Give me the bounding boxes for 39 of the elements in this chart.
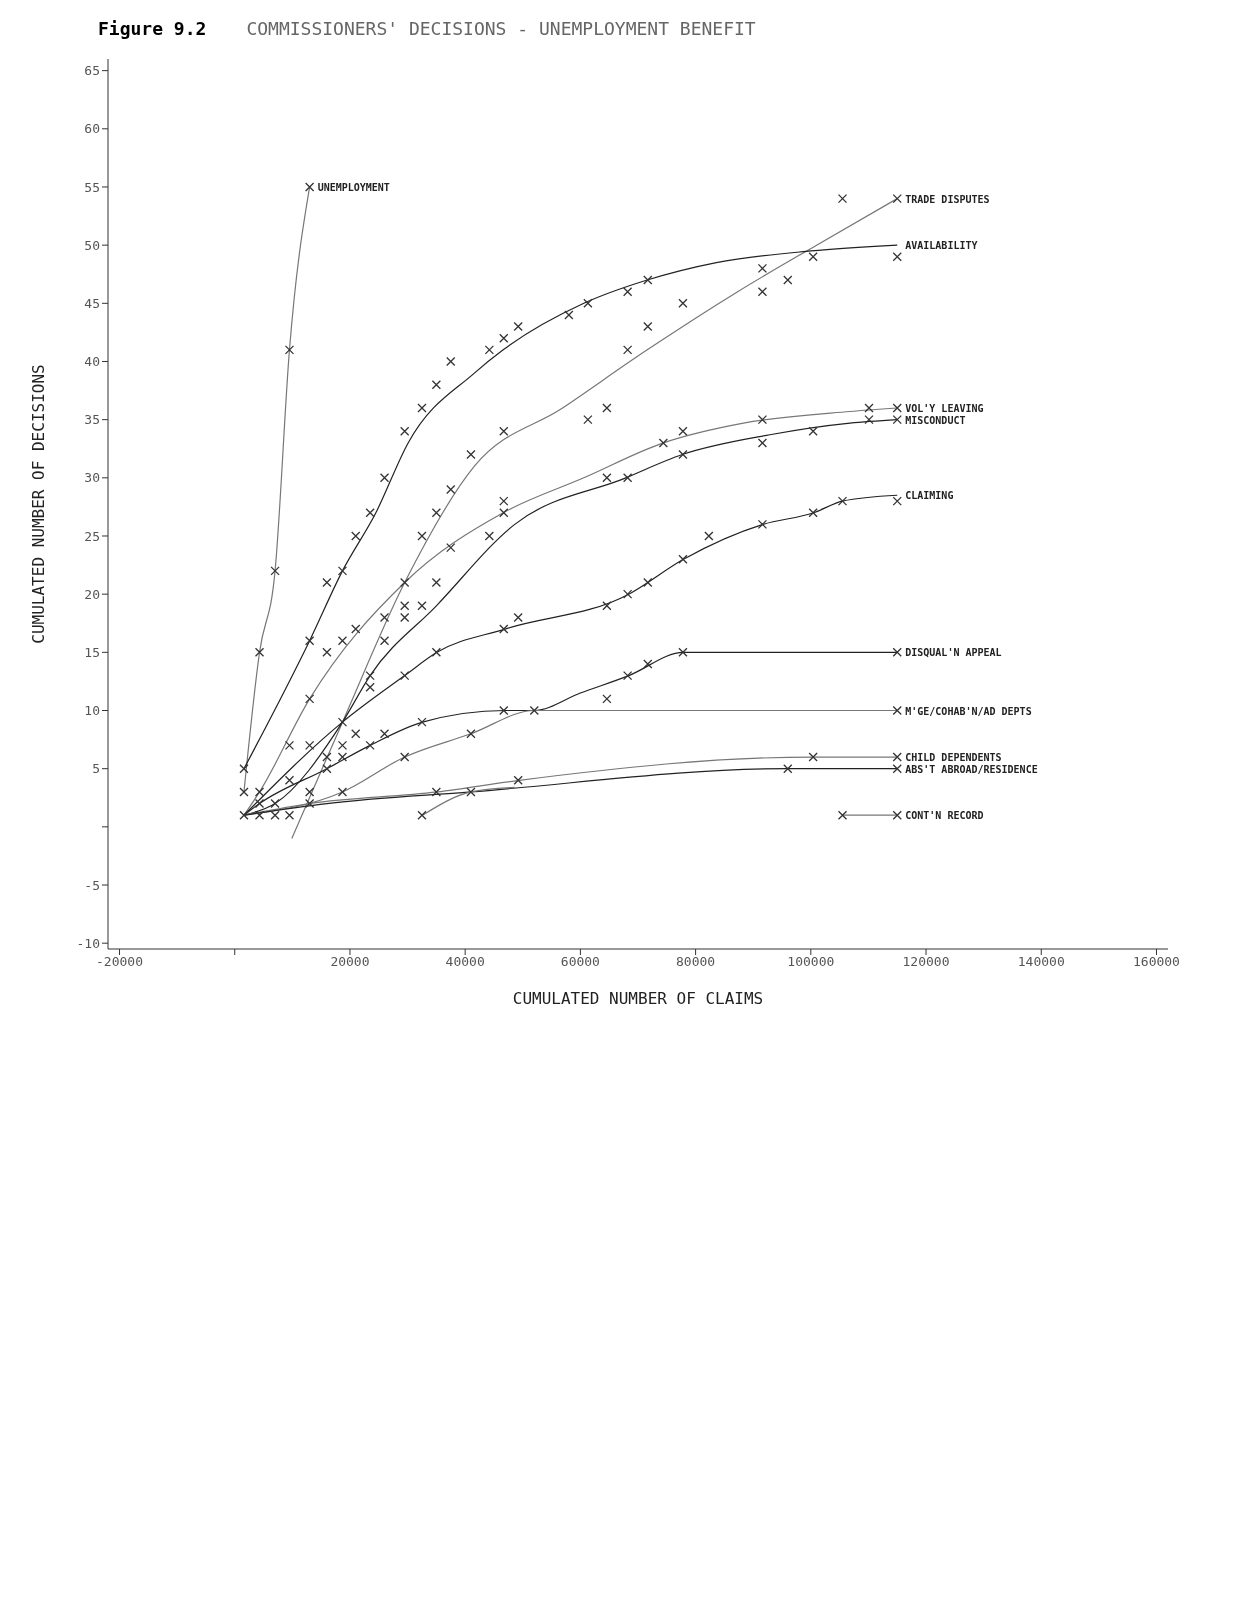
series-label: CLAIMING [905,490,954,502]
x-tick-label: -20000 [96,954,144,970]
x-axis-title: CUMULATED NUMBER OF CLAIMS [512,989,764,1008]
series-label: ABS'T ABROAD/RESIDENCE [905,763,1038,775]
y-tick-label: 20 [84,586,100,602]
x-tick-label: 80000 [676,954,716,970]
series-label: M'GE/COHAB'N/AD DEPTS [905,705,1032,717]
chart-title: COMMISSIONERS' DECISIONS - UNEMPLOYMENT BENEFIT [246,18,756,39]
y-tick-label: 65 [84,63,100,79]
y-tick-label: 5 [92,761,100,777]
series-label: TRADE DISPUTES [905,193,990,205]
x-tick-label: 120000 [902,954,950,970]
y-tick-label: 60 [84,121,100,137]
y-tick-label: 25 [84,528,100,544]
series-label: CHILD DEPENDENTS [905,752,1002,764]
y-tick-label: 10 [84,703,100,719]
x-tick-label: 60000 [560,954,600,970]
y-axis-title: CUMULATED NUMBER OF DECISIONS [28,364,48,644]
y-tick-label: 40 [84,354,100,370]
x-tick-label: 40000 [445,954,485,970]
series-label: AVAILABILITY [905,240,978,252]
series-label: MISCONDUCT [905,414,966,426]
y-tick-label: -5 [84,877,100,893]
x-tick-label: 20000 [330,954,370,970]
x-tick-label: 140000 [1017,954,1065,970]
x-tick-label: 100000 [787,954,835,970]
y-tick-label: 45 [84,295,100,311]
series-label: VOL'Y LEAVING [905,403,984,415]
y-tick-label: 35 [84,412,100,428]
y-tick-label: -10 [76,935,100,951]
series-label: UNEMPLOYMENT [317,181,390,193]
caption: Figure 9.2 [98,18,207,39]
series-label: DISQUAL'N APPEAL [905,647,1002,659]
y-tick-label: 50 [84,237,100,253]
y-tick-label: 55 [84,179,100,195]
y-tick-label: 30 [84,470,100,486]
y-tick-label: 15 [84,644,100,660]
series-label: CONT'N RECORD [905,810,984,822]
x-tick-label: 160000 [1132,954,1180,970]
